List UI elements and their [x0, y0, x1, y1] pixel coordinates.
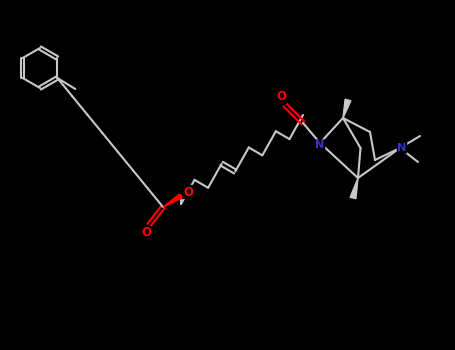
Text: N: N	[397, 143, 407, 153]
Text: O: O	[183, 186, 193, 198]
Text: O: O	[276, 91, 286, 104]
Polygon shape	[350, 178, 358, 199]
Text: N: N	[315, 140, 324, 150]
Polygon shape	[343, 99, 351, 118]
Text: O: O	[141, 226, 151, 239]
Polygon shape	[163, 194, 182, 207]
